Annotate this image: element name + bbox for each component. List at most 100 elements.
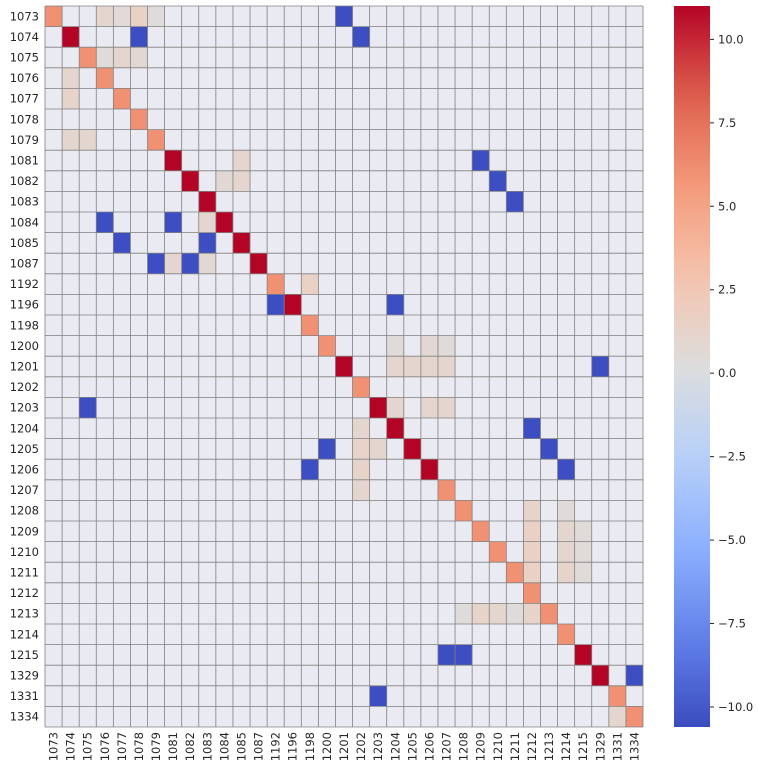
heatmap-cell-1213-1208 [455, 603, 473, 624]
heatmap-cell-1077-1074 [62, 88, 80, 109]
y-tick-label-1205: 1205 [10, 442, 39, 456]
y-tick-label-1214: 1214 [10, 627, 39, 641]
y-tick-label-1077: 1077 [10, 92, 39, 106]
heatmap-cell-1209-1209 [472, 521, 490, 542]
heatmap-cell-1208-1214 [557, 500, 575, 521]
heatmap-cell-1206-1202 [352, 459, 370, 480]
heatmap-cell-1087-1081 [164, 253, 182, 274]
x-tick-label-1081: 1081 [166, 732, 180, 761]
y-tick-labels: 1073 1074 1075 1076 1077 1078 1079 1081 1082 1083… [10, 9, 39, 723]
x-tick-label-1073: 1073 [47, 732, 61, 761]
heatmap-cell-1192-1192 [267, 273, 285, 295]
heatmap-cell-1200-1207 [437, 335, 456, 357]
y-tick-label-1211: 1211 [10, 566, 39, 580]
x-tick-label-1202: 1202 [354, 732, 368, 761]
x-tick-label-1077: 1077 [115, 732, 129, 761]
y-tick-label-1075: 1075 [10, 51, 39, 65]
heatmap-cell-1073-1079 [147, 6, 165, 27]
heatmap-cell-1085-1085 [232, 232, 251, 254]
x-tick-label-1201: 1201 [337, 732, 351, 761]
heatmap-cell-1201-1207 [437, 356, 456, 377]
colorbar-tick-label: −2.5 [718, 450, 746, 464]
colorbar-tick-label: 10.0 [718, 32, 744, 46]
heatmap-cell-1075-1077 [113, 47, 131, 68]
x-tick-label-1214: 1214 [559, 732, 573, 761]
heatmap-cell-1213-1211 [506, 603, 524, 624]
heatmap-cell-1084-1076 [96, 212, 114, 233]
heatmap-cell-1206-1214 [557, 459, 575, 480]
y-tick-label-1082: 1082 [10, 174, 39, 188]
y-tick-label-1081: 1081 [10, 154, 39, 168]
heatmap-cell-1077-1077 [113, 88, 131, 109]
colorbar: 10.0 7.5 5.0 2.5 0.0 −2.5 −5.0 −7.5 −10.0 [674, 6, 753, 727]
y-tick-label-1074: 1074 [10, 30, 39, 44]
y-tick-label-1203: 1203 [10, 401, 39, 415]
heatmap-cell-1208-1208 [455, 500, 473, 521]
y-tick-label-1201: 1201 [10, 360, 39, 374]
y-tick-label-1329: 1329 [10, 669, 39, 683]
colorbar-tick-label: −10.0 [718, 700, 753, 714]
heatmap-cell-1084-1081 [164, 212, 182, 233]
heatmap-cell-1082-1082 [181, 170, 199, 192]
heatmap-cell-1079-1079 [147, 129, 165, 151]
colorbar-gradient [674, 6, 710, 727]
heatmap-cell-1206-1198 [301, 459, 319, 480]
x-tick-label-1198: 1198 [303, 732, 317, 761]
x-tick-label-1196: 1196 [286, 732, 300, 761]
x-tick-label-1075: 1075 [81, 732, 95, 761]
heatmap-cell-1200-1200 [318, 335, 336, 357]
colorbar-tick-label: −5.0 [718, 533, 746, 547]
heatmap-cell-1214-1214 [557, 624, 575, 645]
heatmap-cell-1079-1075 [79, 129, 97, 151]
heatmap-cell-1078-1078 [130, 109, 148, 130]
heatmap-cell-1210-1215 [574, 541, 592, 563]
heatmap-cell-1213-1209 [472, 603, 490, 624]
heatmap-cell-1087-1087 [250, 253, 268, 274]
y-tick-label-1202: 1202 [10, 380, 39, 394]
heatmap-cell-1081-1209 [472, 150, 490, 171]
y-tick-label-1078: 1078 [10, 112, 39, 126]
heatmap-cell-1087-1083 [198, 253, 216, 274]
heatmap-cell-1075-1076 [96, 47, 114, 68]
heatmap-cell-1334-1334 [625, 706, 643, 727]
heatmap-cell-1329-1329 [591, 665, 609, 686]
x-tick-label-1212: 1212 [525, 732, 539, 761]
y-tick-label-1213: 1213 [10, 607, 39, 621]
x-tick-label-1087: 1087 [252, 732, 266, 761]
heatmap-cell-1204-1202 [352, 418, 370, 439]
x-tick-label-1206: 1206 [422, 732, 436, 761]
heatmap-cell-1204-1212 [523, 418, 541, 439]
heatmap-cell-1081-1081 [164, 150, 182, 171]
y-tick-label-1192: 1192 [10, 277, 39, 291]
x-tick-label-1210: 1210 [491, 732, 505, 761]
heatmap-cells [45, 6, 643, 727]
heatmap-cell-1209-1214 [557, 521, 575, 542]
heatmap-cell-1215-1207 [437, 644, 456, 666]
heatmap-cell-1074-1202 [352, 26, 370, 48]
x-tick-label-1192: 1192 [269, 732, 283, 761]
heatmap-cell-1207-1207 [437, 479, 456, 501]
x-tick-label-1084: 1084 [217, 732, 231, 761]
y-tick-label-1208: 1208 [10, 504, 39, 518]
heatmap-cell-1074-1074 [62, 26, 80, 48]
x-tick-label-1078: 1078 [132, 732, 146, 761]
y-tick-label-1212: 1212 [10, 586, 39, 600]
heatmap-cell-1075-1075 [79, 47, 97, 68]
heatmap-cell-1083-1083 [198, 191, 216, 212]
heatmap-cell-1082-1210 [489, 170, 507, 192]
heatmap-cell-1073-1078 [130, 6, 148, 27]
heatmap-cell-1207-1202 [352, 479, 370, 501]
heatmap-cell-1202-1202 [352, 376, 370, 398]
y-tick-label-1073: 1073 [10, 9, 39, 23]
heatmap-cell-1087-1082 [181, 253, 199, 274]
heatmap-cell-1081-1085 [232, 150, 251, 171]
heatmap-cell-1331-1331 [608, 685, 626, 707]
y-tick-label-1206: 1206 [10, 463, 39, 477]
heatmap-cell-1192-1198 [301, 273, 319, 295]
heatmap-cell-1209-1212 [523, 521, 541, 542]
heatmap-cell-1204-1204 [386, 418, 404, 439]
y-tick-label-1331: 1331 [10, 689, 39, 703]
y-tick-label-1079: 1079 [10, 133, 39, 147]
colorbar-tick-label: 2.5 [718, 283, 736, 297]
